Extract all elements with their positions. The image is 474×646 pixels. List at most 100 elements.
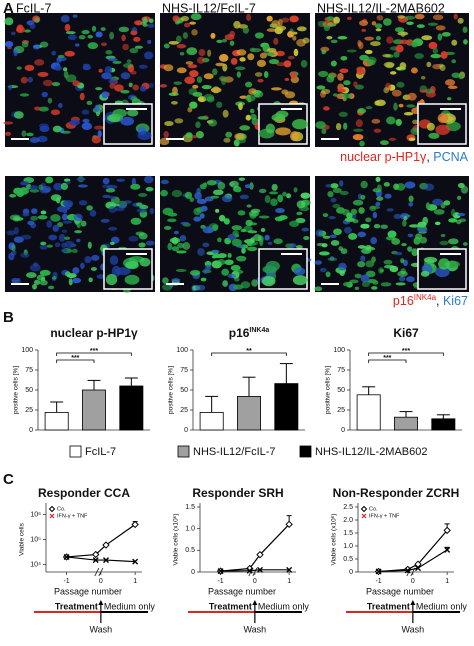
cell (352, 199, 364, 206)
cell (337, 73, 344, 81)
stain-legend: nuclear p-HP1γ, PCNA (340, 150, 469, 164)
cell (412, 119, 419, 125)
point (257, 566, 263, 573)
cell (39, 41, 49, 48)
cell (101, 42, 107, 47)
cell (22, 213, 30, 217)
cell (275, 110, 289, 118)
cell (215, 62, 225, 67)
cell (337, 36, 348, 40)
cell (10, 250, 17, 256)
point (286, 566, 293, 573)
cell (217, 259, 226, 266)
cell (176, 250, 187, 254)
cell (162, 277, 169, 284)
cell (78, 34, 86, 40)
cell (406, 21, 414, 26)
cell (60, 182, 69, 191)
cell (90, 267, 97, 272)
cell (101, 184, 113, 189)
cell (301, 227, 310, 232)
x-tick-label: 0 (99, 578, 103, 585)
cell (235, 270, 244, 274)
cell (375, 99, 386, 107)
cell (108, 226, 118, 231)
cell (371, 286, 378, 290)
cell (33, 279, 41, 285)
cell (109, 31, 115, 40)
cell (56, 206, 68, 213)
cell (121, 34, 126, 42)
cell (273, 238, 283, 245)
point (92, 557, 99, 564)
cell (20, 181, 30, 186)
cell (440, 234, 446, 238)
cell (365, 56, 377, 64)
bar (356, 394, 381, 431)
cell (376, 184, 382, 192)
cell (393, 51, 400, 58)
bar (237, 395, 261, 431)
cell (354, 286, 360, 290)
cell (109, 255, 119, 266)
cell (343, 122, 348, 130)
cell (236, 71, 241, 78)
cell (3, 121, 14, 125)
cell (39, 279, 48, 286)
cell (58, 233, 66, 242)
cell (134, 45, 143, 49)
y-tick-label: 25 (180, 407, 188, 414)
cell (435, 25, 446, 31)
chart-title-superscript: INK4a (249, 327, 269, 334)
cell (421, 35, 433, 41)
cell (423, 183, 435, 191)
cell (186, 47, 198, 56)
point (131, 520, 139, 529)
cell (50, 194, 62, 202)
legend-marker (360, 505, 368, 513)
cell (190, 13, 202, 21)
cell (32, 262, 39, 268)
cell (428, 41, 438, 50)
cell (346, 16, 352, 21)
cell (383, 87, 389, 94)
y-tick-label: 75 (180, 367, 188, 374)
cell (193, 207, 202, 216)
cell (457, 17, 464, 24)
cell (138, 242, 146, 248)
cell (215, 208, 220, 213)
cell (195, 284, 206, 291)
cell (379, 269, 384, 273)
cell (373, 223, 381, 229)
cell (39, 245, 48, 250)
cell (210, 195, 219, 199)
cell (218, 214, 226, 222)
cell (76, 177, 86, 181)
cell (411, 248, 419, 257)
cell (27, 220, 35, 226)
chart-title-text: nuclear p-HP1γ (50, 326, 138, 340)
cell (404, 15, 416, 20)
cell (112, 108, 128, 118)
cell (399, 62, 407, 70)
wash-label: Wash (244, 624, 267, 634)
wash-arrowhead (252, 600, 258, 605)
cell (160, 179, 169, 185)
cell (432, 63, 442, 70)
cell (335, 122, 342, 131)
wash-arrowhead (98, 600, 104, 605)
cell (95, 31, 103, 38)
cell (172, 15, 180, 22)
cell (318, 70, 329, 77)
cell (211, 249, 220, 254)
cell (349, 279, 359, 284)
cell (118, 26, 130, 33)
cell (105, 274, 118, 286)
cell (408, 224, 420, 228)
cell (87, 42, 98, 50)
cell (51, 81, 61, 87)
cell (333, 16, 340, 24)
cell (330, 183, 339, 189)
cell (275, 50, 285, 57)
cell (319, 267, 327, 273)
